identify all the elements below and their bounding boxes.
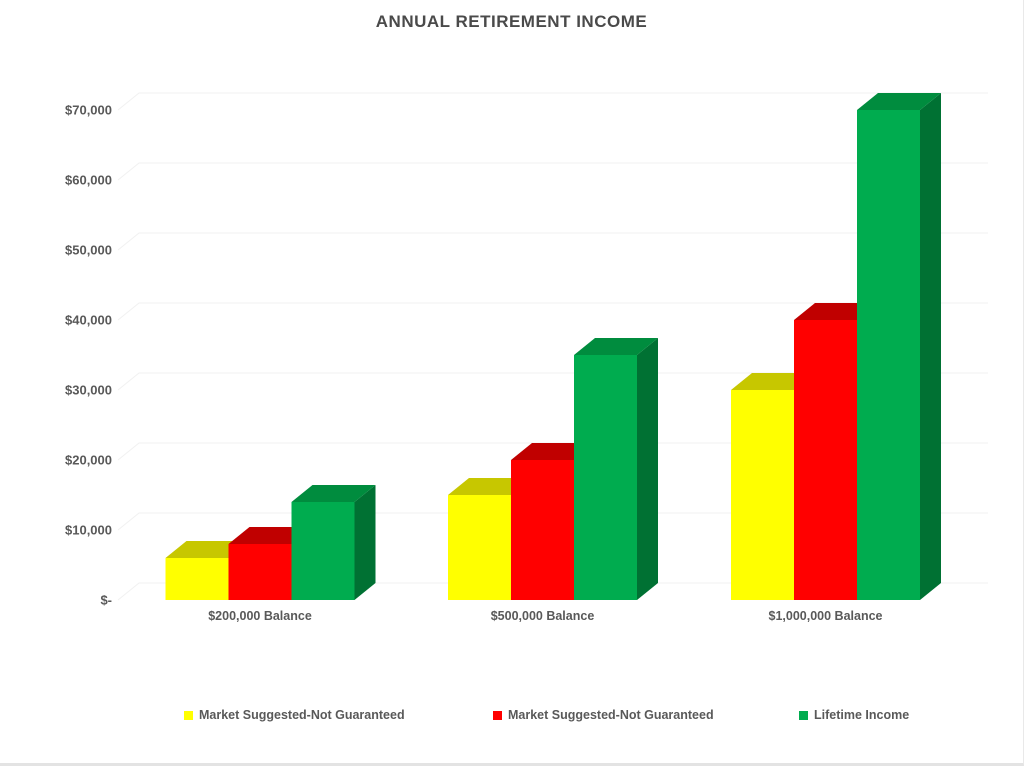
y-axis-label: $20,000 [65,452,112,468]
bar-face-side [637,338,658,600]
bar-cat3-series3 [857,93,941,600]
y-axis-label: $70,000 [65,102,112,118]
bar-face-front [857,110,920,600]
gridline [117,232,988,251]
legend-swatch-icon [493,710,502,720]
bar-face-front [794,320,857,600]
legend-item: Market Suggested-Not Guaranteed [493,708,714,722]
bar-face-front [731,390,794,600]
gridline [117,372,988,391]
legend-swatch-icon [184,710,193,720]
gridline [117,512,988,531]
bar-face-front [228,544,292,600]
gridline [117,302,988,321]
legend-swatch-icon [799,710,808,720]
legend-label: Market Suggested-Not Guaranteed [199,708,405,722]
x-axis-label: $1,000,000 Balance [768,609,883,623]
y-axis-label: $10,000 [65,522,112,538]
legend-label: Lifetime Income [814,708,910,722]
legend-item: Lifetime Income [799,708,909,722]
gridline [117,92,988,111]
bar-face-front [574,355,637,600]
bar-face-front [448,495,511,600]
bar-face-side [920,93,941,600]
bar-face-front [291,502,355,600]
legend-label: Market Suggested-Not Guaranteed [508,708,714,722]
bar-face-top [291,485,376,502]
bar-cat2-series3 [574,338,658,600]
legend-item: Market Suggested-Not Guaranteed [184,708,405,722]
y-axis-label: $50,000 [65,242,112,258]
x-axis-label: $500,000 Balance [490,609,595,623]
bar-face-top [857,93,941,110]
bar-cat1-series3 [291,485,376,600]
bar-face-side [354,485,376,600]
bar-face-front [511,460,574,600]
y-axis-label: $30,000 [65,382,112,398]
y-axis-label: $60,000 [65,172,112,188]
gridline [117,162,988,181]
y-axis-label: $40,000 [65,312,112,328]
bar-face-top [574,338,658,355]
bar-face-front [165,558,229,600]
gridline [117,582,988,601]
chart-title: ANNUAL RETIREMENT INCOME [375,12,648,31]
y-axis-label: $- [100,592,112,608]
x-axis-label: $200,000 Balance [208,609,312,623]
gridline [117,442,988,461]
